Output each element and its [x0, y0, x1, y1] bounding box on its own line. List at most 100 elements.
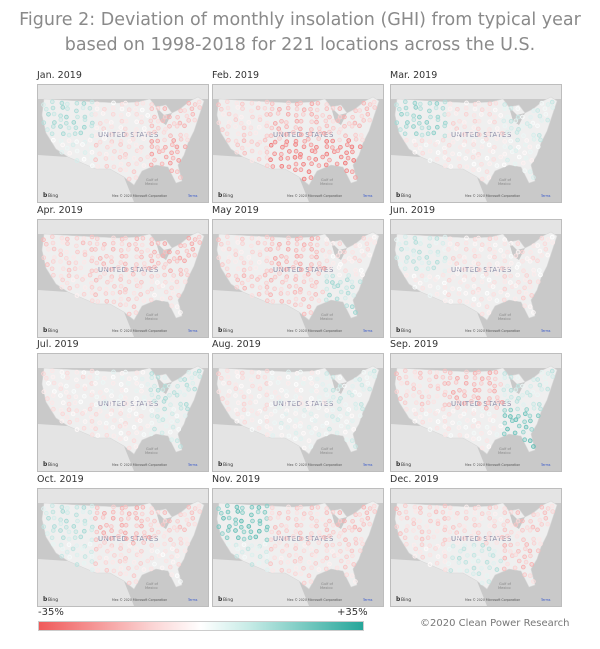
location-dot[interactable]	[221, 246, 226, 252]
location-dot[interactable]	[72, 400, 78, 405]
location-dot[interactable]	[51, 124, 56, 129]
location-dot[interactable]	[434, 370, 440, 375]
location-dot[interactable]	[308, 510, 313, 516]
location-dot[interactable]	[132, 131, 138, 137]
location-dot[interactable]	[448, 164, 454, 169]
location-dot[interactable]	[134, 161, 139, 166]
location-dot[interactable]	[442, 567, 448, 572]
location-dot[interactable]	[102, 271, 107, 276]
location-dot[interactable]	[479, 548, 485, 554]
location-dot[interactable]	[97, 286, 102, 292]
location-dot[interactable]	[51, 541, 56, 547]
location-dot[interactable]	[293, 138, 299, 144]
location-dot[interactable]	[257, 285, 263, 290]
location-dot[interactable]	[242, 554, 248, 560]
location-dot[interactable]	[545, 506, 551, 511]
location-dot[interactable]	[463, 560, 469, 565]
location-dot[interactable]	[134, 296, 139, 301]
location-dot[interactable]	[502, 237, 507, 242]
location-dot[interactable]	[262, 240, 268, 246]
location-dot[interactable]	[514, 130, 520, 135]
location-dot[interactable]	[168, 564, 173, 570]
location-dot[interactable]	[182, 243, 188, 248]
location-dot[interactable]	[371, 503, 377, 509]
location-dot[interactable]	[487, 161, 492, 166]
location-dot[interactable]	[227, 255, 232, 260]
location-dot[interactable]	[41, 506, 46, 512]
location-dot[interactable]	[189, 375, 195, 381]
location-dot[interactable]	[455, 241, 460, 247]
location-dot[interactable]	[71, 120, 77, 125]
location-dot[interactable]	[331, 529, 336, 535]
location-dot[interactable]	[530, 524, 536, 530]
location-dot[interactable]	[301, 279, 307, 285]
location-dot[interactable]	[515, 114, 521, 120]
location-dot[interactable]	[447, 101, 453, 107]
location-dot[interactable]	[110, 509, 116, 515]
location-dot[interactable]	[539, 522, 545, 527]
location-dot[interactable]	[238, 120, 244, 126]
location-dot[interactable]	[239, 518, 244, 524]
location-dot[interactable]	[74, 293, 80, 298]
location-dot[interactable]	[139, 242, 145, 248]
location-dot[interactable]	[124, 132, 129, 137]
location-dot[interactable]	[192, 371, 198, 376]
location-dot[interactable]	[268, 142, 274, 148]
location-dot[interactable]	[357, 377, 363, 382]
location-dot[interactable]	[160, 417, 166, 422]
location-dot[interactable]	[539, 253, 545, 258]
location-dot[interactable]	[255, 240, 261, 246]
location-dot[interactable]	[545, 386, 551, 392]
location-dot[interactable]	[118, 430, 124, 436]
location-dot[interactable]	[302, 407, 307, 413]
location-dot[interactable]	[463, 105, 469, 111]
location-dot[interactable]	[403, 503, 408, 509]
location-dot[interactable]	[81, 291, 87, 297]
location-dot[interactable]	[371, 99, 377, 105]
location-dot[interactable]	[484, 559, 490, 565]
location-dot[interactable]	[74, 148, 80, 154]
location-dot[interactable]	[162, 518, 168, 524]
location-dot[interactable]	[46, 380, 51, 386]
location-dot[interactable]	[82, 117, 88, 122]
location-dot[interactable]	[312, 284, 318, 289]
location-dot[interactable]	[117, 559, 123, 564]
location-dot[interactable]	[442, 516, 447, 521]
location-dot[interactable]	[423, 411, 429, 417]
location-dot[interactable]	[111, 369, 116, 375]
location-dot[interactable]	[264, 145, 269, 151]
location-dot[interactable]	[272, 139, 278, 145]
location-dot[interactable]	[454, 126, 459, 131]
terms-link[interactable]: Terms	[187, 463, 198, 467]
location-dot[interactable]	[178, 132, 183, 138]
location-dot[interactable]	[327, 383, 332, 389]
location-dot[interactable]	[235, 105, 241, 110]
location-dot[interactable]	[462, 389, 467, 394]
location-dot[interactable]	[516, 289, 522, 295]
location-dot[interactable]	[455, 510, 460, 516]
location-dot[interactable]	[419, 125, 425, 131]
location-dot[interactable]	[434, 425, 440, 431]
location-dot[interactable]	[256, 101, 262, 106]
location-dot[interactable]	[349, 527, 355, 533]
location-dot[interactable]	[286, 100, 291, 106]
location-dot[interactable]	[494, 298, 500, 303]
location-dot[interactable]	[442, 424, 448, 429]
location-dot[interactable]	[487, 127, 492, 132]
location-dot[interactable]	[434, 528, 440, 534]
location-dot[interactable]	[327, 249, 332, 255]
location-dot[interactable]	[528, 553, 533, 559]
location-dot[interactable]	[118, 302, 123, 308]
location-dot[interactable]	[89, 290, 95, 295]
location-dot[interactable]	[126, 247, 131, 252]
location-dot[interactable]	[320, 289, 325, 295]
location-dot[interactable]	[495, 530, 500, 535]
location-dot[interactable]	[485, 266, 491, 272]
location-dot[interactable]	[162, 241, 168, 246]
location-dot[interactable]	[471, 542, 477, 548]
terms-link[interactable]: Terms	[362, 463, 373, 467]
location-dot[interactable]	[337, 106, 343, 111]
location-dot[interactable]	[89, 424, 95, 429]
location-dot[interactable]	[493, 100, 499, 106]
location-dot[interactable]	[365, 111, 371, 117]
